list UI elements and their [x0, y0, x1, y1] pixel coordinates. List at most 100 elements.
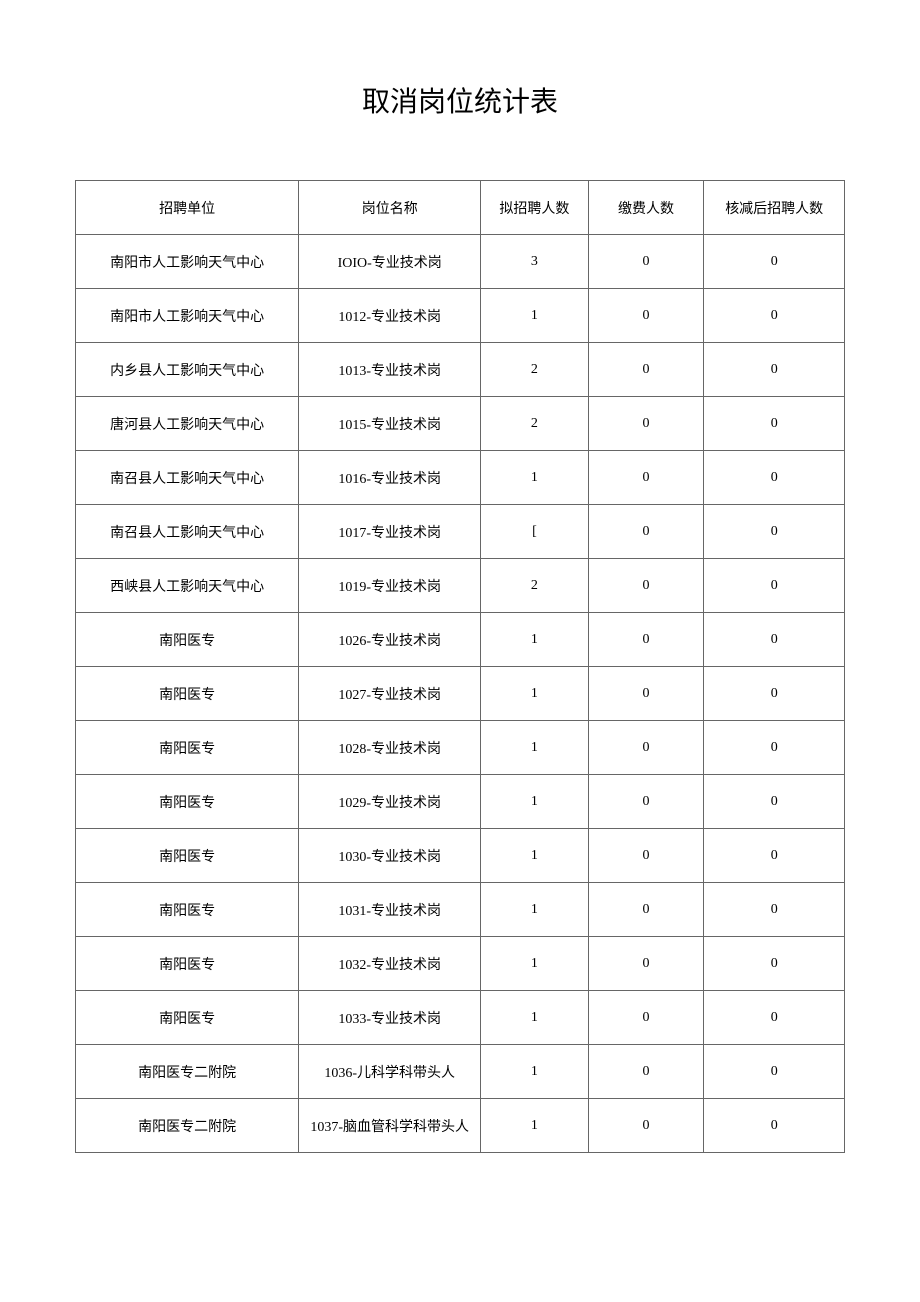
table-cell: 0	[704, 1045, 845, 1099]
table-cell: 0	[588, 829, 704, 883]
table-cell: 0	[588, 505, 704, 559]
table-row: 南阳医专1030-专业技术岗100	[76, 829, 845, 883]
table-cell: 南阳医专	[76, 991, 299, 1045]
table-cell: 0	[588, 1045, 704, 1099]
table-cell: 0	[704, 721, 845, 775]
table-cell: 南阳市人工影响天气中心	[76, 289, 299, 343]
table-cell: 南阳医专二附院	[76, 1099, 299, 1153]
table-cell: 1036-儿科学科带头人	[299, 1045, 481, 1099]
header-paid: 缴费人数	[588, 181, 704, 235]
table-row: 南阳医专1027-专业技术岗100	[76, 667, 845, 721]
header-reduced: 核减后招聘人数	[704, 181, 845, 235]
table-row: 南召县人工影响天气中心1016-专业技术岗100	[76, 451, 845, 505]
table-cell: 0	[588, 559, 704, 613]
table-cell: 1030-专业技术岗	[299, 829, 481, 883]
table-cell: 1016-专业技术岗	[299, 451, 481, 505]
table-row: 南阳市人工影响天气中心IOIO-专业技术岗300	[76, 235, 845, 289]
table-cell: 1032-专业技术岗	[299, 937, 481, 991]
table-cell: 南阳医专	[76, 667, 299, 721]
table-cell: 南阳医专	[76, 829, 299, 883]
table-cell: 1015-专业技术岗	[299, 397, 481, 451]
table-row: 南阳医专二附院1036-儿科学科带头人100	[76, 1045, 845, 1099]
table-cell: [	[481, 505, 588, 559]
table-cell: 1031-专业技术岗	[299, 883, 481, 937]
table-cell: 1	[481, 1099, 588, 1153]
table-cell: 1	[481, 883, 588, 937]
table-cell: 0	[588, 397, 704, 451]
table-cell: 1	[481, 613, 588, 667]
table-cell: 0	[588, 721, 704, 775]
table-cell: 1012-专业技术岗	[299, 289, 481, 343]
table-cell: 0	[704, 451, 845, 505]
table-cell: 0	[588, 343, 704, 397]
table-cell: 0	[588, 451, 704, 505]
table-row: 西峡县人工影响天气中心1019-专业技术岗200	[76, 559, 845, 613]
table-row: 南阳医专1028-专业技术岗100	[76, 721, 845, 775]
table-cell: 1028-专业技术岗	[299, 721, 481, 775]
table-row: 南阳医专1029-专业技术岗100	[76, 775, 845, 829]
table-cell: 0	[704, 667, 845, 721]
table-cell: 南召县人工影响天气中心	[76, 451, 299, 505]
table-cell: 南阳市人工影响天气中心	[76, 235, 299, 289]
table-cell: 南阳医专	[76, 883, 299, 937]
table-cell: 1026-专业技术岗	[299, 613, 481, 667]
table-cell: 1	[481, 1045, 588, 1099]
statistics-table: 招聘单位 岗位名称 拟招聘人数 缴费人数 核减后招聘人数 南阳市人工影响天气中心…	[75, 180, 845, 1153]
table-cell: 1	[481, 829, 588, 883]
table-cell: 2	[481, 397, 588, 451]
table-cell: 0	[704, 559, 845, 613]
table-cell: 0	[704, 991, 845, 1045]
table-row: 唐河县人工影响天气中心1015-专业技术岗200	[76, 397, 845, 451]
header-planned: 拟招聘人数	[481, 181, 588, 235]
table-row: 南阳医专1031-专业技术岗100	[76, 883, 845, 937]
table-cell: 唐河县人工影响天气中心	[76, 397, 299, 451]
header-position: 岗位名称	[299, 181, 481, 235]
table-cell: 1	[481, 991, 588, 1045]
table-cell: 西峡县人工影响天气中心	[76, 559, 299, 613]
table-cell: 南阳医专	[76, 775, 299, 829]
table-header-row: 招聘单位 岗位名称 拟招聘人数 缴费人数 核减后招聘人数	[76, 181, 845, 235]
page-title: 取消岗位统计表	[75, 80, 845, 120]
table-row: 南召县人工影响天气中心1017-专业技术岗[00	[76, 505, 845, 559]
table-cell: 0	[704, 397, 845, 451]
table-cell: 0	[588, 775, 704, 829]
table-cell: 1	[481, 667, 588, 721]
table-row: 内乡县人工影响天气中心1013-专业技术岗200	[76, 343, 845, 397]
table-cell: 1033-专业技术岗	[299, 991, 481, 1045]
table-cell: 南阳医专	[76, 721, 299, 775]
table-cell: 1019-专业技术岗	[299, 559, 481, 613]
table-cell: 0	[588, 235, 704, 289]
table-cell: 1	[481, 451, 588, 505]
table-cell: 内乡县人工影响天气中心	[76, 343, 299, 397]
table-cell: 0	[588, 289, 704, 343]
table-cell: 0	[588, 937, 704, 991]
table-cell: 0	[704, 505, 845, 559]
table-row: 南阳医专1033-专业技术岗100	[76, 991, 845, 1045]
table-cell: 1	[481, 289, 588, 343]
table-cell: 0	[704, 883, 845, 937]
table-cell: 1013-专业技术岗	[299, 343, 481, 397]
table-cell: 0	[588, 613, 704, 667]
table-cell: 1	[481, 721, 588, 775]
table-row: 南阳医专1026-专业技术岗100	[76, 613, 845, 667]
table-cell: 南阳医专	[76, 937, 299, 991]
table-cell: 0	[588, 667, 704, 721]
table-cell: 3	[481, 235, 588, 289]
table-cell: 南阳医专	[76, 613, 299, 667]
table-cell: 2	[481, 559, 588, 613]
table-cell: 0	[704, 235, 845, 289]
table-cell: 0	[704, 289, 845, 343]
table-cell: 0	[704, 937, 845, 991]
table-cell: 1	[481, 775, 588, 829]
table-cell: 1029-专业技术岗	[299, 775, 481, 829]
table-row: 南阳市人工影响天气中心1012-专业技术岗100	[76, 289, 845, 343]
table-cell: 1	[481, 937, 588, 991]
header-unit: 招聘单位	[76, 181, 299, 235]
table-row: 南阳医专二附院1037-脑血管科学科带头人100	[76, 1099, 845, 1153]
table-cell: 1027-专业技术岗	[299, 667, 481, 721]
table-cell: 0	[704, 343, 845, 397]
table-cell: 南召县人工影响天气中心	[76, 505, 299, 559]
table-cell: 0	[588, 883, 704, 937]
table-cell: 0	[704, 829, 845, 883]
table-cell: 1037-脑血管科学科带头人	[299, 1099, 481, 1153]
